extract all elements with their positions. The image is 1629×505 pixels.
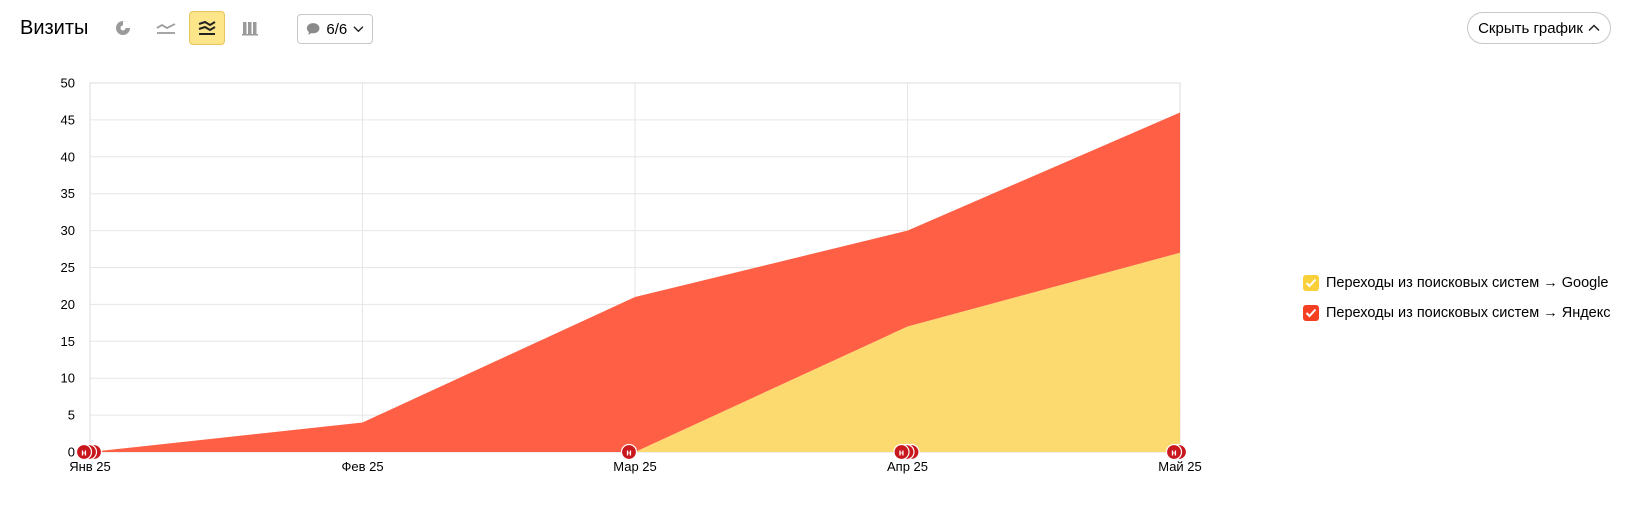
chart-legend: Переходы из поисковых систем → Google Пе… <box>1303 268 1611 328</box>
x-tick-label: Мар 25 <box>613 459 657 474</box>
chevron-down-icon <box>353 26 364 33</box>
note-marker-label: н <box>81 448 86 458</box>
line-chart-icon <box>156 23 176 34</box>
checkbox-icon <box>1303 275 1319 291</box>
legend-label-google: Переходы из поисковых систем → Google <box>1326 275 1609 291</box>
y-tick-label: 20 <box>61 297 75 312</box>
bar-chart-button[interactable] <box>232 11 268 45</box>
comment-icon <box>306 23 320 35</box>
y-tick-label: 0 <box>68 445 75 460</box>
stacked-area-icon <box>198 20 216 35</box>
x-tick-label: Апр 25 <box>887 459 928 474</box>
hide-chart-button[interactable]: Скрыть график <box>1467 12 1611 44</box>
legend-item-google[interactable]: Переходы из поисковых систем → Google <box>1303 268 1611 298</box>
pie-chart-button[interactable] <box>105 11 141 45</box>
note-marker <box>620 443 638 461</box>
y-tick-label: 30 <box>61 223 75 238</box>
comments-count: 6/6 <box>326 20 348 38</box>
y-tick-label: 45 <box>61 112 75 127</box>
note-marker <box>75 443 93 461</box>
x-tick-label: Май 25 <box>1158 459 1202 474</box>
series-area-google <box>90 252 1180 452</box>
y-tick-label: 15 <box>61 334 75 349</box>
series-area-yandex <box>90 112 1180 453</box>
y-tick-label: 35 <box>61 186 75 201</box>
note-marker <box>893 443 910 461</box>
x-tick-label: Фев 25 <box>341 459 383 474</box>
bar-chart-icon <box>242 22 258 36</box>
y-tick-label: 50 <box>61 76 75 91</box>
checkbox-icon <box>1303 305 1319 321</box>
y-tick-label: 10 <box>61 371 75 386</box>
note-marker <box>1165 443 1183 461</box>
note-marker-label: н <box>899 448 904 458</box>
chevron-up-icon <box>1588 24 1600 32</box>
y-tick-label: 40 <box>61 149 75 164</box>
line-chart-button[interactable] <box>148 11 184 45</box>
y-tick-label: 25 <box>61 260 75 275</box>
hide-chart-label: Скрыть график <box>1478 19 1583 37</box>
stacked-area-chart: 0 5 10 15 20 25 30 35 40 45 50 Янв 25 Фев 25 Мар 25 Ап… <box>61 76 1202 475</box>
stacked-area-button[interactable] <box>189 11 225 45</box>
y-tick-label: 5 <box>68 408 75 423</box>
note-marker-label: н <box>1171 448 1176 458</box>
legend-item-yandex[interactable]: Переходы из поисковых систем → Яндекс <box>1303 298 1611 328</box>
comments-dropdown[interactable]: 6/6 <box>297 14 373 44</box>
note-marker-label: н <box>626 448 631 458</box>
page-title: Визиты <box>20 17 89 39</box>
x-tick-label: Янв 25 <box>69 459 111 474</box>
pie-chart-icon <box>116 21 130 35</box>
legend-label-yandex: Переходы из поисковых систем → Яндекс <box>1326 305 1611 321</box>
